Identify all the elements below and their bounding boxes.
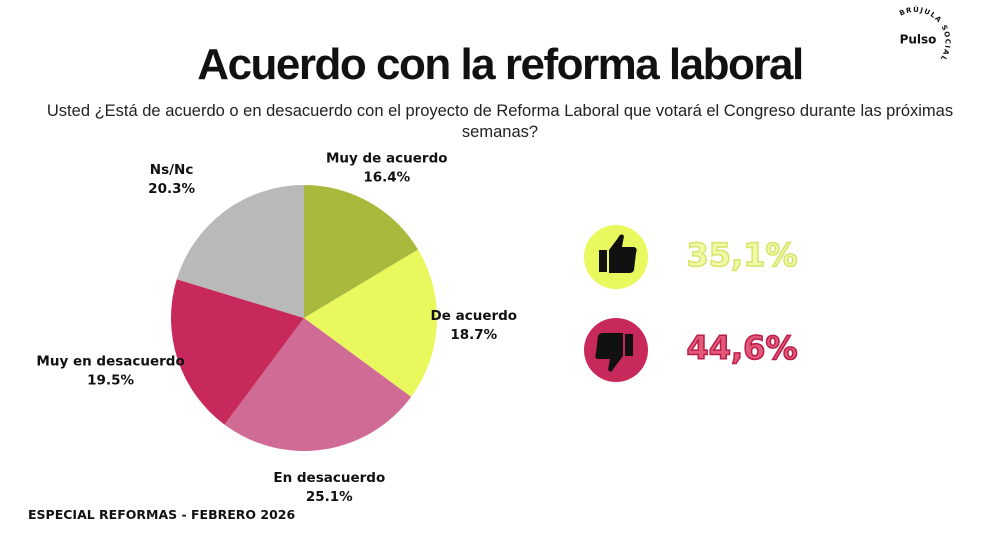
slice-value: 19.5% (87, 373, 134, 389)
footer: ESPECIAL REFORMAS - FEBRERO 2026 (28, 507, 296, 522)
slice-label: Muy en desacuerdo (36, 354, 184, 370)
slice-value: 25.1% (306, 489, 353, 505)
pie-slice (224, 318, 412, 451)
logo: Pulso BRÚJULA SOCIAL (884, 5, 952, 76)
chart-title: Acuerdo con la reforma laboral (197, 40, 804, 89)
agree-total: 35,1% (686, 236, 797, 274)
slice-label: En desacuerdo (273, 470, 385, 486)
logo-brand: Pulso (900, 33, 937, 47)
agree-icon (584, 225, 648, 289)
pie-slice (304, 185, 419, 318)
slice-label: Ns/Nc (150, 162, 194, 178)
slice-label: De acuerdo (431, 308, 518, 324)
pie-slice (304, 249, 437, 397)
pie-slice (176, 185, 304, 318)
disagree-total: 44,6% (686, 329, 797, 367)
slice-value: 16.4% (363, 169, 410, 185)
slice-value: 18.7% (450, 327, 497, 343)
slice-label: Muy de acuerdo (326, 150, 448, 166)
slice-value: 20.3% (148, 181, 195, 197)
disagree-icon (584, 318, 648, 382)
pie-slice (171, 279, 304, 425)
chart-subtitle: Usted ¿Está de acuerdo o en desacuerdo c… (46, 102, 954, 141)
